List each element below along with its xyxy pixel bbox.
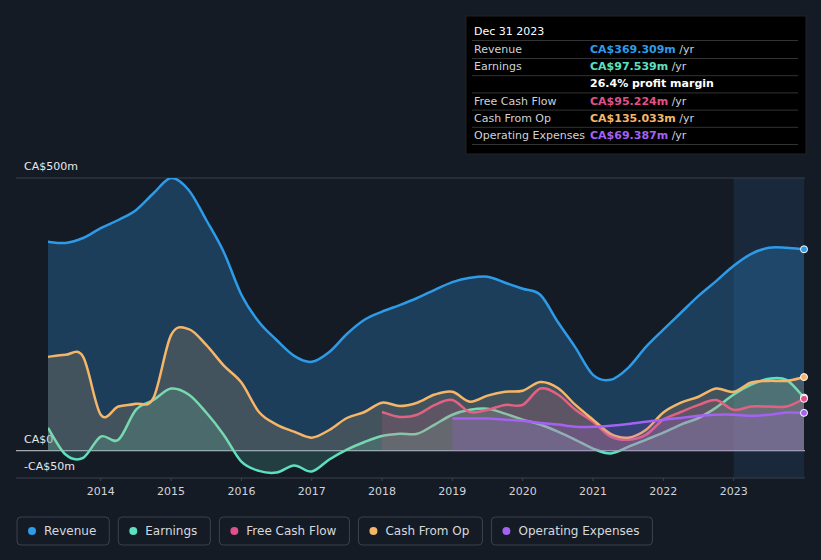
x-tick — [733, 478, 734, 481]
series-line — [452, 412, 804, 426]
legend-swatch — [369, 527, 377, 535]
x-tick-label: 2020 — [509, 485, 537, 498]
tooltip-date: Dec 31 2023 — [474, 25, 544, 38]
tooltip-value-text: 26.4% profit margin — [590, 77, 714, 90]
legend-box — [17, 517, 109, 545]
series-area — [48, 327, 804, 451]
legend-label: Free Cash Flow — [246, 524, 336, 538]
legend: Revenue Earnings Free Cash Flow Cash From O… — [17, 517, 652, 545]
end-dot — [801, 374, 808, 381]
chart: -CA$50mCA$0CA$500m2014201520162017201820… — [0, 0, 821, 560]
legend-box — [118, 517, 210, 545]
tooltip-value-text: CA$369.309m — [590, 43, 676, 56]
tooltip-sep — [472, 75, 798, 76]
legend-item: Earnings — [118, 517, 210, 545]
legend-swatch — [502, 527, 510, 535]
tooltip-unit: /yr — [676, 112, 695, 125]
tooltip-value: CA$135.033m /yr — [590, 112, 695, 125]
axis-line — [48, 478, 804, 479]
x-tick — [100, 478, 101, 481]
tooltip-value: CA$69.387m /yr — [590, 129, 687, 142]
x-tick-label: 2022 — [649, 485, 677, 498]
series-area — [48, 178, 804, 451]
x-tick — [311, 478, 312, 481]
x-tick-label: 2021 — [579, 485, 607, 498]
legend-label: Revenue — [44, 524, 96, 538]
tooltip-value: 26.4% profit margin — [590, 77, 714, 90]
legend-box — [491, 517, 652, 545]
tooltip-label: Free Cash Flow — [474, 95, 557, 108]
legend-swatch — [28, 527, 36, 535]
x-tick-label: 2017 — [298, 485, 326, 498]
tooltip-sep — [472, 58, 798, 59]
x-tick — [171, 478, 172, 481]
tooltip-box — [466, 16, 806, 154]
tooltip-value-text: CA$97.539m — [590, 60, 668, 73]
legend-box — [358, 517, 482, 545]
grid-line — [16, 478, 805, 479]
grid-line — [16, 178, 805, 179]
series-line — [48, 178, 804, 380]
tooltip-value: CA$95.224m /yr — [590, 95, 687, 108]
legend-label: Earnings — [145, 524, 197, 538]
tooltip-sep — [472, 144, 798, 145]
x-tick — [593, 478, 594, 481]
legend-swatch — [129, 527, 137, 535]
x-tick — [382, 478, 383, 481]
tooltip-label: Operating Expenses — [474, 129, 585, 142]
plot-area — [48, 178, 804, 473]
x-tick-label: 2014 — [87, 485, 115, 498]
tooltip-unit: /yr — [668, 129, 687, 142]
tooltip-sep — [472, 127, 798, 128]
legend-item: Operating Expenses — [491, 517, 652, 545]
x-tick-label: 2019 — [438, 485, 466, 498]
legend-item: Revenue — [17, 517, 109, 545]
x-tick — [452, 478, 453, 481]
tooltip-sep — [472, 40, 798, 41]
x-tick — [241, 478, 242, 481]
tooltip-label: Revenue — [474, 43, 522, 56]
tooltip-sep — [472, 92, 798, 93]
x-tick-label: 2018 — [368, 485, 396, 498]
x-tick-label: 2015 — [157, 485, 185, 498]
end-dot — [801, 395, 808, 402]
tooltip-unit: /yr — [676, 43, 695, 56]
y-tick-label: -CA$50m — [24, 460, 75, 473]
tooltip: Dec 31 2023 Revenue CA$369.309m /yr Earning… — [466, 16, 806, 154]
legend-swatch — [230, 527, 238, 535]
x-tick-label: 2023 — [720, 485, 748, 498]
tooltip-sep — [472, 110, 798, 111]
x-tick — [663, 478, 664, 481]
legend-box — [219, 517, 349, 545]
end-dot — [801, 409, 808, 416]
background — [0, 0, 821, 560]
legend-label: Cash From Op — [385, 524, 469, 538]
tooltip-value: CA$97.539m /yr — [590, 60, 687, 73]
tooltip-unit: /yr — [668, 60, 687, 73]
tooltip-value: CA$369.309m /yr — [590, 43, 695, 56]
tooltip-label: Earnings — [474, 60, 522, 73]
end-dot — [801, 246, 808, 253]
tooltip-value-text: CA$69.387m — [590, 129, 668, 142]
tooltip-label: Cash From Op — [474, 112, 551, 125]
x-tick — [522, 478, 523, 481]
tooltip-unit: /yr — [668, 95, 687, 108]
legend-item: Cash From Op — [358, 517, 482, 545]
y-tick-label: CA$500m — [24, 160, 78, 173]
x-tick-label: 2016 — [227, 485, 255, 498]
series-area — [452, 412, 804, 450]
end-dots — [801, 246, 808, 417]
legend-item: Free Cash Flow — [219, 517, 349, 545]
tooltip-value-text: CA$135.033m — [590, 112, 676, 125]
legend-label: Operating Expenses — [518, 524, 639, 538]
tooltip-value-text: CA$95.224m — [590, 95, 668, 108]
